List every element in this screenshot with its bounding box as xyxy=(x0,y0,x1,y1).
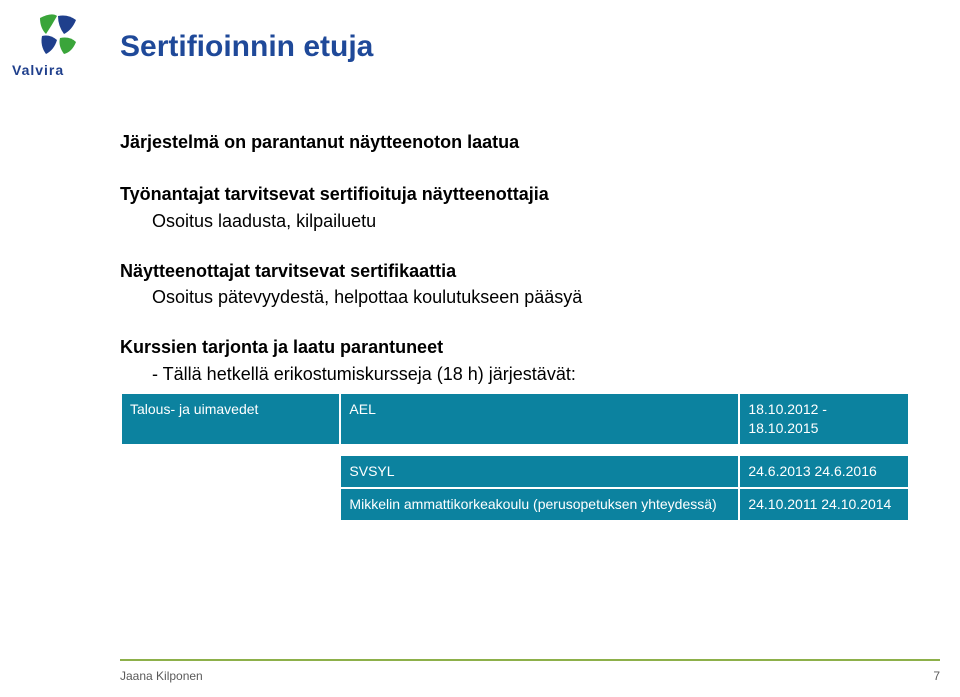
table-cell: 24.6.2013 24.6.2016 xyxy=(739,455,909,488)
table-cell: Mikkelin ammattikorkeakoulu (perusopetuk… xyxy=(340,488,739,521)
footer: Jaana Kilponen 7 xyxy=(0,669,960,683)
content: Järjestelmä on parantanut näytteenoton l… xyxy=(120,130,910,522)
table-row: Mikkelin ammattikorkeakoulu (perusopetuk… xyxy=(121,488,909,521)
section-4: Kurssien tarjonta ja laatu parantuneet -… xyxy=(120,335,910,521)
section-4-line-0: - Tällä hetkellä erikostumiskursseja (18… xyxy=(120,362,910,386)
page-title: Sertifioinnin etuja xyxy=(120,30,373,64)
section-1: Järjestelmä on parantanut näytteenoton l… xyxy=(120,130,910,156)
courses-table: Talous- ja uimavedetAEL18.10.2012 - 18.1… xyxy=(120,392,910,522)
section-3: Näytteenottajat tarvitsevat sertifikaatt… xyxy=(120,259,910,310)
section-2: Työnantajat tarvitsevat sertifioituja nä… xyxy=(120,182,910,233)
table-row: SVSYL24.6.2013 24.6.2016 xyxy=(121,455,909,488)
section-2-head: Työnantajat tarvitsevat sertifioituja nä… xyxy=(120,182,910,206)
logo: Valvira xyxy=(12,10,102,78)
logo-mark-icon xyxy=(32,10,82,60)
table-cell: 18.10.2012 - 18.10.2015 xyxy=(739,393,909,445)
footer-page-number: 7 xyxy=(933,669,940,683)
section-1-head: Järjestelmä on parantanut näytteenoton l… xyxy=(120,130,910,154)
courses-table-wrap: Talous- ja uimavedetAEL18.10.2012 - 18.1… xyxy=(120,392,910,522)
table-cell: AEL xyxy=(340,393,739,445)
section-2-line-0: Osoitus laadusta, kilpailuetu xyxy=(120,209,910,233)
table-row xyxy=(121,445,909,455)
table-cell: SVSYL xyxy=(340,455,739,488)
table-cell xyxy=(121,488,340,521)
table-row: Talous- ja uimavedetAEL18.10.2012 - 18.1… xyxy=(121,393,909,445)
section-3-head: Näytteenottajat tarvitsevat sertifikaatt… xyxy=(120,259,910,283)
logo-text: Valvira xyxy=(12,62,102,78)
section-4-head: Kurssien tarjonta ja laatu parantuneet xyxy=(120,335,910,359)
footer-rule xyxy=(120,659,940,661)
section-3-line-0: Osoitus pätevyydestä, helpottaa koulutuk… xyxy=(120,285,910,309)
table-cell: Talous- ja uimavedet xyxy=(121,393,340,445)
slide: Valvira Sertifioinnin etuja Järjestelmä … xyxy=(0,0,960,697)
table-cell xyxy=(121,455,340,488)
footer-author: Jaana Kilponen xyxy=(120,669,203,683)
table-cell: 24.10.2011 24.10.2014 xyxy=(739,488,909,521)
